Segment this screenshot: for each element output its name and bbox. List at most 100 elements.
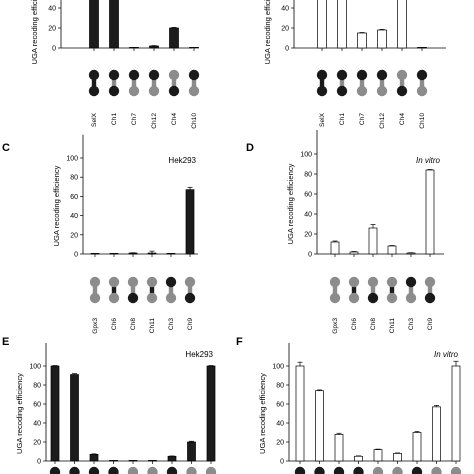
y-tick-label: 20 [70, 232, 78, 239]
bar [315, 390, 324, 462]
chart-panel-4: D In vitro 0 20 40 60 80 100 UGA recoding effici… [246, 130, 444, 334]
y-tick-label: 0 [285, 46, 289, 53]
structure-top [353, 466, 364, 474]
y-tick-label: 80 [304, 172, 312, 179]
structure-bottom [356, 85, 368, 97]
structure-bottom [416, 85, 428, 97]
category-label: Ch8 [130, 318, 137, 330]
structure-stem [111, 284, 117, 296]
y-tick-label: 40 [281, 6, 289, 13]
condition-label: Hek293 [185, 350, 213, 359]
y-axis-label: UGA recoding efficiency [263, 0, 272, 64]
category-label: Ch4 [399, 113, 406, 125]
category-label: SelX [319, 112, 326, 127]
category-label: Ch7 [131, 113, 138, 125]
y-tick-label: 0 [37, 459, 41, 466]
y-tick-label: 20 [48, 26, 56, 33]
structure-bottom [127, 292, 139, 304]
y-axis-label: UGA recoding efficiency [258, 373, 267, 454]
bar [425, 169, 435, 255]
chart-panel-3: C Hek293 0 20 40 60 80 100 UGA recoding efficien… [2, 134, 198, 334]
bar [89, 0, 99, 49]
structure-top [396, 69, 408, 81]
structure-bottom [165, 292, 177, 304]
category-label: Ch7 [359, 113, 366, 125]
category-label: Ch1 [339, 113, 346, 125]
y-tick-label: 0 [308, 252, 312, 259]
bar [295, 365, 305, 462]
bar [109, 0, 119, 49]
structure-top [69, 466, 80, 474]
y-tick-label: 0 [280, 459, 284, 466]
bar [432, 406, 441, 462]
category-label: SelX [91, 112, 98, 127]
y-tick-label: 80 [70, 175, 78, 182]
structure-bottom [108, 292, 120, 304]
structure-bottom [88, 85, 100, 97]
bar [149, 45, 159, 49]
structure-top [336, 69, 348, 81]
y-tick-label: 0 [74, 252, 78, 259]
structure-bottom [188, 85, 200, 97]
structure-top [392, 466, 403, 474]
bar [169, 27, 179, 49]
condition-label: In vitro [434, 350, 459, 359]
category-label: Gpx3 [92, 318, 99, 334]
structure-bottom [316, 85, 328, 97]
structure-top [127, 276, 139, 288]
structure-bottom [424, 292, 436, 304]
structure-stem [370, 284, 376, 296]
bar [89, 454, 99, 462]
structure-bottom [405, 292, 417, 304]
structure-stem [379, 77, 385, 89]
structure-bottom [336, 85, 348, 97]
structure-stem [419, 77, 425, 89]
structure-stem [359, 77, 365, 89]
structure-stem [131, 77, 137, 89]
structure-stem [187, 284, 193, 296]
category-label: Ch3 [408, 318, 415, 330]
structure-stem [92, 284, 98, 296]
structure-top [165, 276, 177, 288]
bar [393, 453, 402, 462]
y-tick-label: 100 [272, 364, 284, 371]
structure-top [108, 276, 120, 288]
category-label: Ch10 [191, 113, 198, 129]
bar [50, 365, 60, 462]
structure-stem [408, 284, 414, 296]
structure-top [205, 466, 217, 474]
structure-top [416, 69, 428, 81]
bar [387, 245, 397, 255]
structure-bottom [348, 292, 360, 304]
category-label: Ch11 [149, 318, 156, 334]
structure-top [356, 69, 368, 81]
structure-top [294, 466, 306, 474]
structure-stem [427, 284, 433, 296]
bar [357, 32, 367, 49]
y-axis-label: UGA recoding efficiency [52, 165, 61, 246]
structure-bottom [329, 292, 341, 304]
structure-top [168, 69, 180, 81]
structure-stem [149, 284, 155, 296]
y-tick-label: 0 [52, 46, 56, 53]
y-tick-label: 20 [276, 440, 284, 447]
structure-stem [332, 284, 338, 296]
category-label: Ch11 [389, 318, 396, 334]
y-tick-label: 40 [276, 421, 284, 428]
structure-stem [130, 284, 136, 296]
chart-panel-5: E Hek293 0 20 40 60 80 100 UGA recoding efficien… [2, 336, 217, 474]
bar [128, 252, 138, 255]
bar [187, 441, 196, 462]
structure-top [372, 466, 384, 474]
structure-bottom [386, 292, 398, 304]
structure-stem [319, 77, 325, 89]
chart-panel-6: F In vitro 0 20 40 60 80 100 UGA recoding effici… [236, 336, 462, 474]
bar [166, 253, 176, 255]
structure-stem [91, 77, 97, 89]
structure-top [348, 276, 360, 288]
structure-top [108, 69, 120, 81]
y-tick-label: 60 [304, 192, 312, 199]
structure-bottom [367, 292, 379, 304]
structure-bottom [184, 292, 196, 304]
